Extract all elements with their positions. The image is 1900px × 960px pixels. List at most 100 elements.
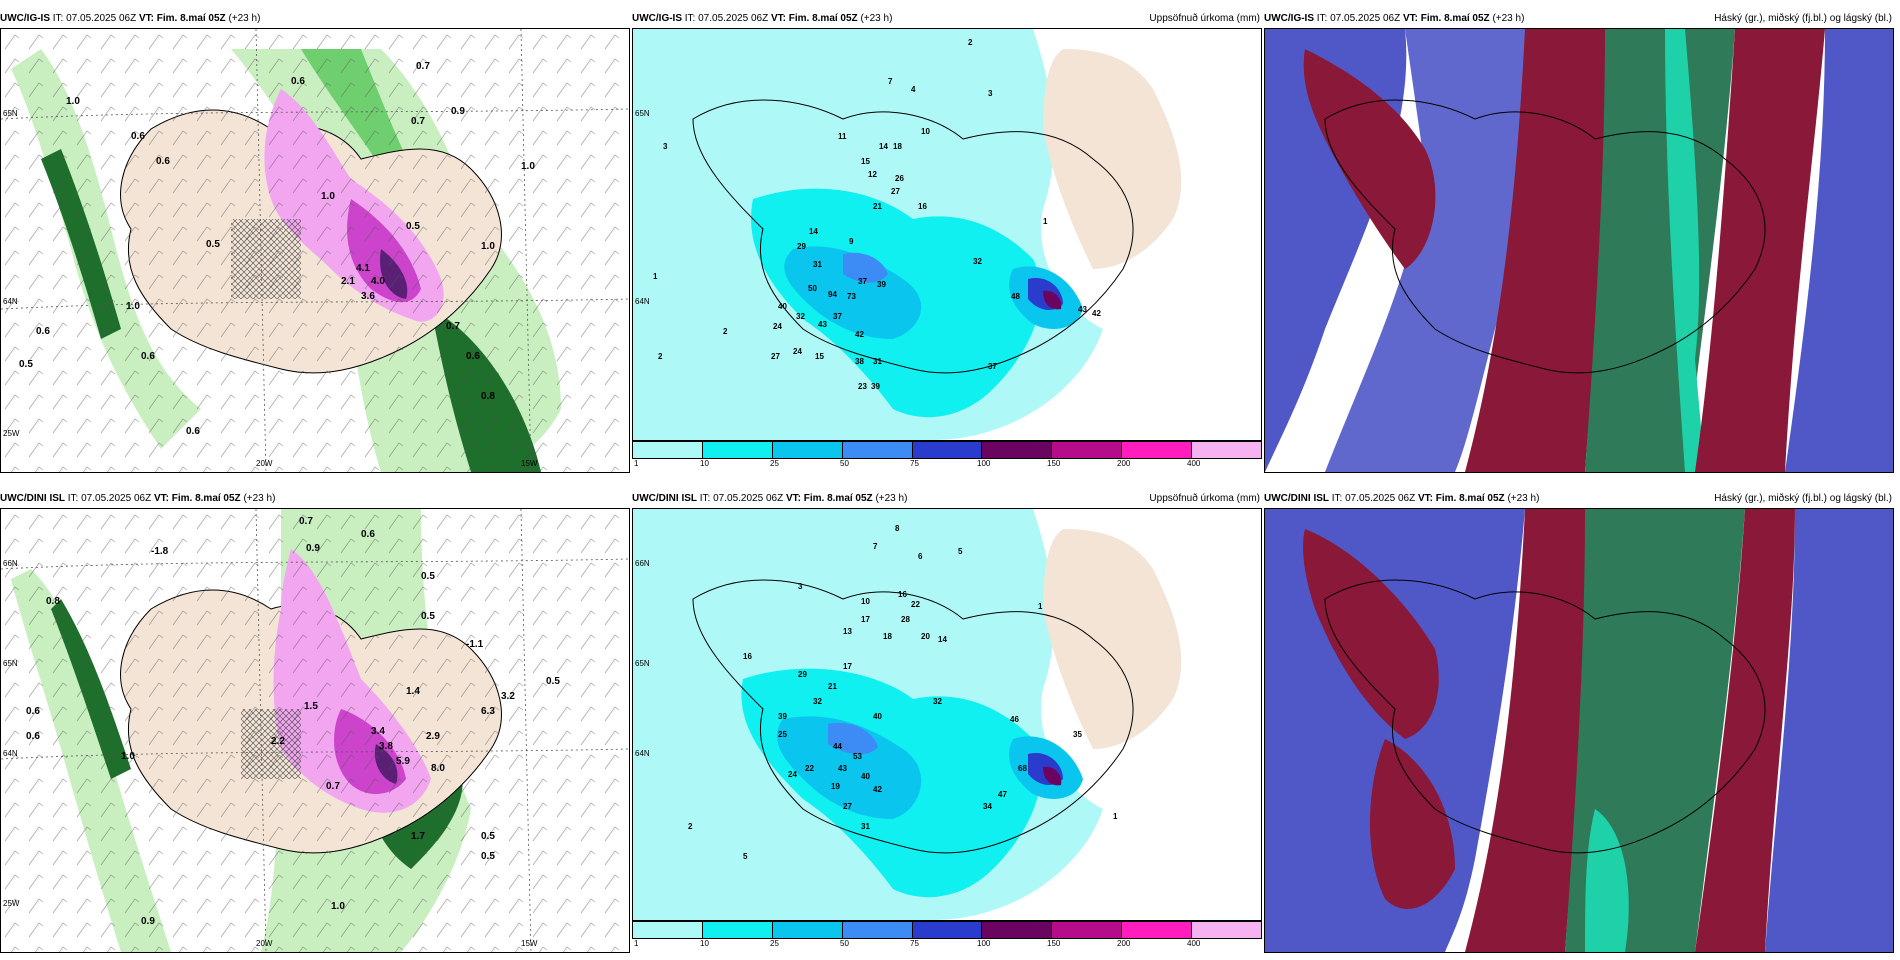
panel-ig-is-clouds: UWC/IG-IS IT: 07.05.2025 06Z VT: Fim. 8.… (1264, 10, 1894, 480)
value-label: 0.6 (466, 351, 480, 362)
value-label: 21 (873, 202, 882, 211)
value-label: 0.5 (19, 359, 33, 370)
value-label: 0.5 (421, 571, 435, 582)
value-label: 38 (855, 357, 864, 366)
vt-value: Fim. 8.maí 05Z (1420, 13, 1490, 24)
colorbar-swatch (1052, 922, 1123, 938)
lead-time: (+23 h) (1507, 493, 1540, 504)
value-label: 0.5 (406, 221, 420, 232)
value-label: 37 (988, 362, 997, 371)
colorbar-swatch (633, 442, 703, 458)
value-label: 2 (688, 822, 693, 831)
colorbar-swatch (702, 922, 773, 938)
value-label: 16 (898, 590, 907, 599)
value-label: 1 (1113, 812, 1118, 821)
colorbar-swatch (772, 922, 843, 938)
coord-label: 15W (521, 459, 538, 468)
coord-label: 65N (3, 109, 18, 118)
longitude-line (520, 509, 532, 952)
panel-dini-temperature: UWC/DINI ISL IT: 07.05.2025 06Z VT: Fim.… (0, 490, 630, 960)
precip-100-150 (1043, 766, 1062, 786)
temperature-values: 1.0 0.6 0.6 0.9 0.7 0.7 0.6 1.0 2.1 3.6 … (19, 61, 535, 437)
high-cloud (1303, 529, 1439, 739)
value-label: 2 (968, 38, 973, 47)
value-label: 3.4 (371, 726, 385, 737)
colorbar-swatch (982, 442, 1053, 458)
panel-header: UWC/IG-IS IT: 07.05.2025 06Z VT: Fim. 8.… (0, 10, 630, 28)
value-label: 1.4 (406, 686, 420, 697)
value-label: 1 (653, 272, 658, 281)
colorbar-tick-label: 400 (1187, 459, 1201, 468)
value-label: 1.0 (481, 241, 495, 252)
value-label: 29 (798, 670, 807, 679)
value-label: 0.8 (46, 596, 60, 607)
value-label: 0.6 (141, 351, 155, 362)
it-label: IT: (699, 493, 711, 504)
colorbar-swatch (1192, 922, 1262, 938)
value-label: 34 (983, 802, 992, 811)
vt-value: Fim. 8.maí 05Z (1435, 493, 1505, 504)
value-label: 23 (858, 382, 867, 391)
precip-50-75 (843, 252, 888, 283)
value-label: 44 (833, 742, 842, 751)
value-label: 19 (831, 782, 840, 791)
it-value: 07.05.2025 06Z (1345, 493, 1416, 504)
precip-25-50 (784, 246, 922, 339)
map-area: 0.7 0.6 0.5 -1.8 0.8 -1.1 1.0 0.6 0.9 0.… (0, 508, 630, 953)
map-svg: 0.7 0.6 0.5 -1.8 0.8 -1.1 1.0 0.6 0.9 0.… (1, 509, 629, 952)
value-label: 3.2 (501, 691, 515, 702)
coord-label: 65N (3, 659, 18, 668)
value-label: 0.7 (326, 781, 340, 792)
value-label: 0.6 (26, 706, 40, 717)
map-area: 7 4 3 2 11 10 15 18 14 12 26 27 21 16 9 … (632, 28, 1262, 441)
value-label: 0.5 (206, 239, 220, 250)
model-name: UWC/IG-IS (1264, 13, 1314, 24)
value-label: 16 (918, 202, 927, 211)
coord-label: 25W (3, 429, 20, 438)
iceland-coastline (1324, 99, 1766, 374)
value-label: 7 (888, 77, 893, 86)
model-name: UWC/DINI ISL (632, 493, 697, 504)
value-label: 6 (918, 552, 923, 561)
vt-label: VT: (770, 13, 786, 24)
coord-label: 20W (256, 939, 273, 948)
coord-label: 65N (635, 659, 650, 668)
value-label: 25 (778, 730, 787, 739)
lead-time: (+23 h) (1492, 13, 1525, 24)
map-area (1264, 28, 1894, 473)
value-label: 8.0 (431, 763, 445, 774)
panel-ig-is-temperature: UWC/IG-IS IT: 07.05.2025 06Z VT: Fim. 8.… (0, 10, 630, 480)
panel-header: UWC/DINI ISL IT: 07.05.2025 06Z VT: Fim.… (1264, 490, 1894, 508)
value-label: 1.0 (66, 96, 80, 107)
value-label: 0.5 (481, 851, 495, 862)
value-label: 14 (938, 635, 947, 644)
value-label: -1.1 (466, 639, 484, 650)
it-label: IT: (1316, 13, 1328, 24)
value-label: 1.0 (121, 751, 135, 762)
model-name: UWC/IG-IS (632, 13, 682, 24)
map-svg: 1.0 0.6 0.6 0.9 0.7 0.7 0.6 1.0 2.1 3.6 … (1, 29, 629, 472)
value-label: 24 (773, 322, 782, 331)
coord-label: 65N (635, 109, 650, 118)
vt-label: VT: (785, 493, 801, 504)
value-label: 31 (873, 357, 882, 366)
value-label: 2.2 (271, 736, 285, 747)
colorbar-swatch (1192, 442, 1262, 458)
value-label: 2.9 (426, 731, 440, 742)
value-label: 21 (828, 682, 837, 691)
value-label: 32 (933, 697, 942, 706)
it-label: IT: (52, 13, 64, 24)
value-label: 16 (743, 652, 752, 661)
value-label: 4.0 (371, 276, 385, 287)
dry-land (1043, 49, 1182, 269)
colorbar-swatch (633, 922, 703, 938)
colorbar-tick-label: 400 (1187, 939, 1201, 948)
panel-header: UWC/IG-IS IT: 07.05.2025 06Z VT: Fim. 8.… (632, 10, 1262, 28)
value-label: 1.5 (304, 701, 318, 712)
coord-label: 64N (3, 749, 18, 758)
value-label: 3 (798, 582, 803, 591)
value-label: 0.7 (446, 321, 460, 332)
map-svg (1265, 29, 1893, 472)
value-label: 31 (861, 822, 870, 831)
panel-title: Uppsöfnuð úrkoma (mm) (1149, 493, 1260, 504)
